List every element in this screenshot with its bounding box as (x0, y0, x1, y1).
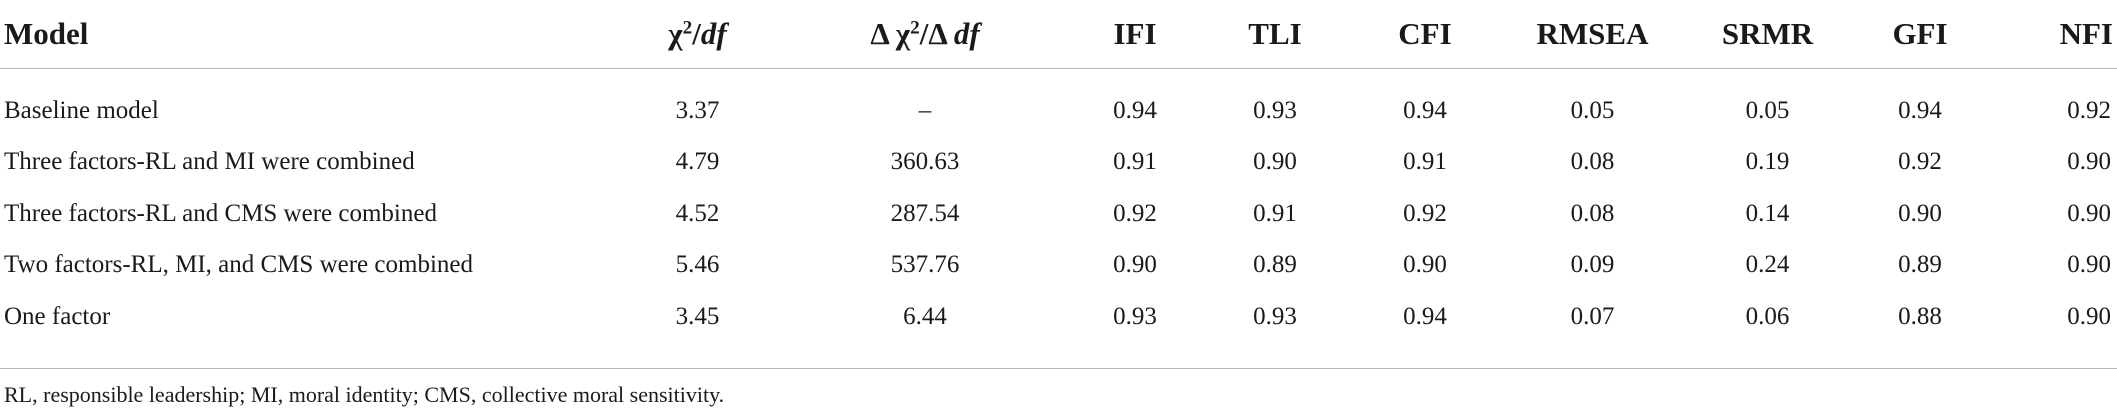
cell-cfi: 0.92 (1403, 199, 1447, 227)
header-delta-chi-square: Δ χ2/Δ df (785, 0, 1065, 69)
cell-gfi: 0.89 (1898, 251, 1942, 279)
cell-tli: 0.90 (1253, 148, 1297, 176)
cell-srmr: 0.06 (1745, 302, 1790, 330)
cell-delta: 537.76 (890, 251, 960, 279)
header-chi-square-df: χ2/df (610, 0, 785, 69)
cell-ifi: 0.91 (1113, 148, 1157, 176)
cell-tli: 0.93 (1253, 96, 1297, 124)
cell-chi: 5.46 (675, 251, 720, 279)
cell-delta: 360.63 (890, 148, 960, 176)
cell-nfi: 0.90 (2067, 302, 2111, 330)
table-row: One factor 3.45 6.44 0.93 0.93 0.94 0.07… (0, 291, 2117, 353)
cell-ifi: 0.93 (1113, 302, 1157, 330)
cell-model: Baseline model (4, 96, 159, 124)
cell-chi: 4.79 (675, 148, 720, 176)
header-rmsea: RMSEA (1505, 0, 1680, 69)
header-srmr: SRMR (1680, 0, 1855, 69)
header-tli: TLI (1205, 0, 1345, 69)
cell-model: Two factors-RL, MI, and CMS were combine… (4, 251, 473, 279)
cell-nfi: 0.90 (2067, 148, 2111, 176)
cell-gfi: 0.92 (1898, 148, 1942, 176)
cell-model: One factor (4, 302, 111, 330)
header-delta-sup: 2 (910, 17, 920, 39)
cell-cfi: 0.91 (1403, 148, 1447, 176)
table-footnote: RL, responsible leadership; MI, moral id… (4, 382, 725, 407)
header-chi-sup: 2 (682, 17, 693, 39)
header-chi-slash: / (692, 16, 701, 51)
table-row: Baseline model 3.37 – 0.94 0.93 0.94 0.0… (0, 69, 2117, 137)
table-bottom-rule (0, 368, 2117, 369)
cell-srmr: 0.14 (1745, 199, 1790, 227)
cell-chi: 4.52 (675, 199, 720, 227)
cell-tli: 0.89 (1253, 251, 1297, 279)
header-cfi: CFI (1345, 0, 1505, 69)
cell-chi: 3.45 (675, 302, 720, 330)
cell-srmr: 0.19 (1745, 148, 1790, 176)
header-chi-df: df (700, 16, 727, 51)
cell-rmsea: 0.05 (1570, 96, 1615, 124)
header-model: Model (0, 0, 610, 69)
cell-model: Three factors-RL and MI were combined (4, 148, 415, 176)
cell-delta: 6.44 (903, 302, 947, 330)
cell-cfi: 0.94 (1403, 302, 1447, 330)
cell-chi: 3.37 (675, 96, 720, 124)
header-delta-df: df (953, 16, 980, 51)
cell-ifi: 0.94 (1113, 96, 1157, 124)
cell-gfi: 0.90 (1898, 199, 1942, 227)
cell-tli: 0.91 (1253, 199, 1297, 227)
cell-srmr: 0.24 (1745, 251, 1790, 279)
fit-indices-table: Model χ2/df Δ χ2/Δ df IFI TLI CFI RMSEA … (0, 0, 2117, 353)
cell-delta: – (918, 96, 932, 124)
cell-tli: 0.93 (1253, 302, 1297, 330)
cell-rmsea: 0.07 (1570, 302, 1615, 330)
cell-rmsea: 0.08 (1570, 199, 1615, 227)
cell-srmr: 0.05 (1745, 96, 1790, 124)
header-row: Model χ2/df Δ χ2/Δ df IFI TLI CFI RMSEA … (0, 0, 2117, 69)
cell-cfi: 0.90 (1403, 251, 1447, 279)
header-delta-d1: Δ χ (870, 16, 911, 51)
cell-delta: 287.54 (890, 199, 960, 227)
cell-cfi: 0.94 (1403, 96, 1447, 124)
table-row: Three factors-RL and MI were combined 4.… (0, 137, 2117, 189)
cell-rmsea: 0.09 (1570, 251, 1615, 279)
cell-nfi: 0.90 (2067, 199, 2111, 227)
cell-ifi: 0.92 (1113, 199, 1157, 227)
table-row: Two factors-RL, MI, and CMS were combine… (0, 240, 2117, 292)
header-gfi: GFI (1855, 0, 1985, 69)
header-chi-symbol: χ (668, 16, 683, 51)
header-ifi: IFI (1065, 0, 1205, 69)
fit-indices-table-container: Model χ2/df Δ χ2/Δ df IFI TLI CFI RMSEA … (0, 0, 2117, 353)
table-row: Three factors-RL and CMS were combined 4… (0, 188, 2117, 240)
cell-nfi: 0.92 (2067, 96, 2111, 124)
cell-gfi: 0.88 (1898, 302, 1942, 330)
header-nfi: NFI (1985, 0, 2117, 69)
cell-model: Three factors-RL and CMS were combined (4, 199, 437, 227)
header-delta-slash: /Δ (919, 16, 954, 51)
cell-gfi: 0.94 (1898, 96, 1942, 124)
cell-rmsea: 0.08 (1570, 148, 1615, 176)
cell-nfi: 0.90 (2067, 251, 2111, 279)
cell-ifi: 0.90 (1113, 251, 1157, 279)
